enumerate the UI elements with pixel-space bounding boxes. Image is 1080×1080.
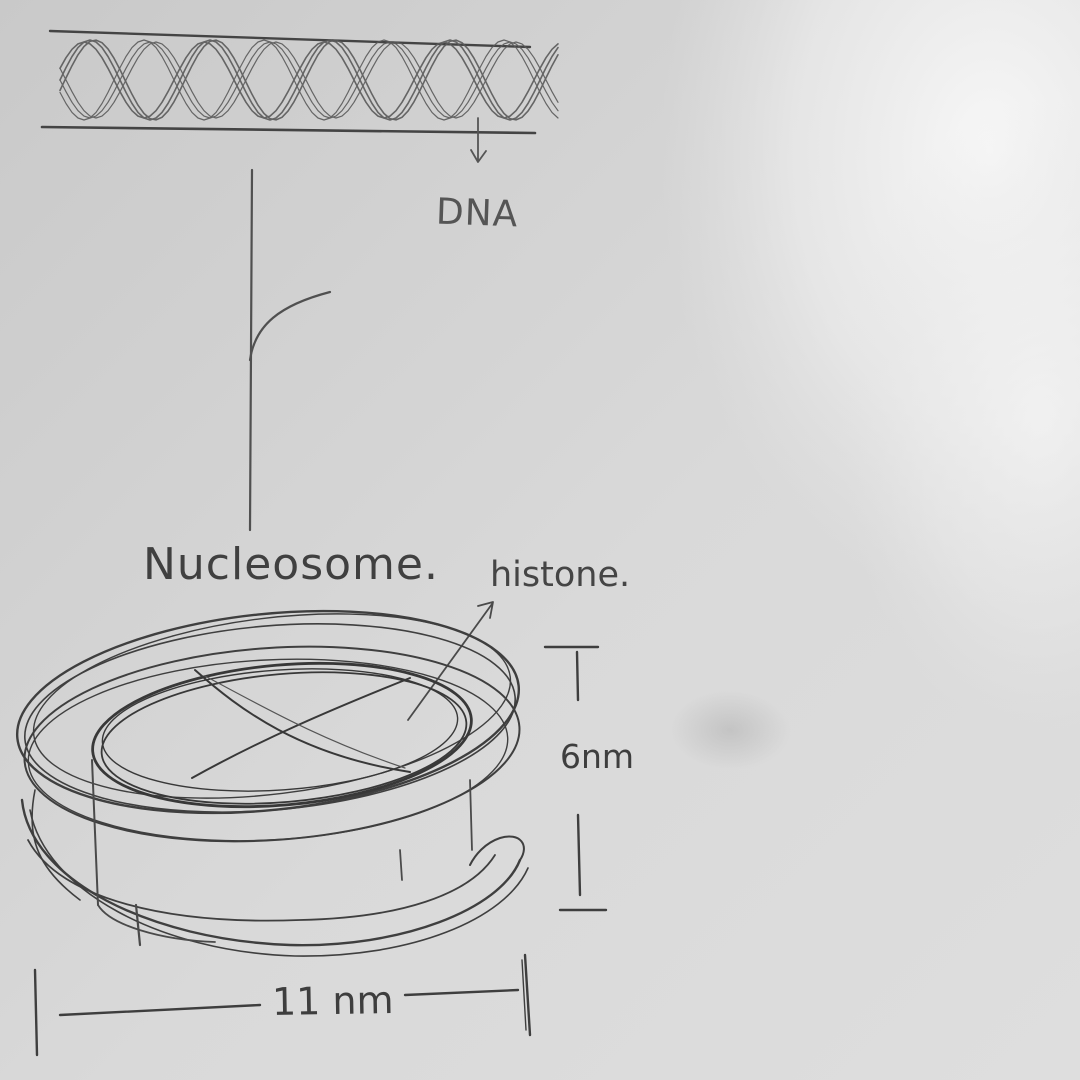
dna-strand xyxy=(59,41,559,119)
dna-strand xyxy=(59,39,559,121)
width-cap-right xyxy=(523,953,532,1037)
height-line-bottom xyxy=(576,813,582,897)
dna-label: DNA xyxy=(435,191,519,236)
dna-strand xyxy=(59,39,559,121)
connector-branch xyxy=(248,290,332,362)
width-dimension xyxy=(33,953,532,1057)
connector-line xyxy=(248,168,332,532)
dna-helix xyxy=(40,29,559,163)
dna-strand xyxy=(59,41,559,119)
dna-label-arrow xyxy=(470,117,487,163)
width-line-right xyxy=(403,988,520,997)
nucleosome-label: Nucleosome. xyxy=(143,539,439,590)
dna-strand xyxy=(59,41,559,119)
width-label: 11 nm xyxy=(271,977,394,1025)
height-dimension xyxy=(543,645,608,912)
height-line-top xyxy=(575,650,580,702)
histone-arrow xyxy=(407,601,494,721)
nucleosome-drawing xyxy=(15,609,529,957)
dna-strands xyxy=(59,39,559,121)
width-cap-left xyxy=(33,968,39,1057)
width-line-left xyxy=(58,1003,262,1017)
dna-coil xyxy=(15,609,529,957)
histone-core-body xyxy=(91,759,473,947)
dna-bottom-line xyxy=(40,125,537,135)
height-label: 6nm xyxy=(560,737,635,776)
histone-label: histone. xyxy=(490,555,631,595)
histone-top xyxy=(91,661,473,809)
